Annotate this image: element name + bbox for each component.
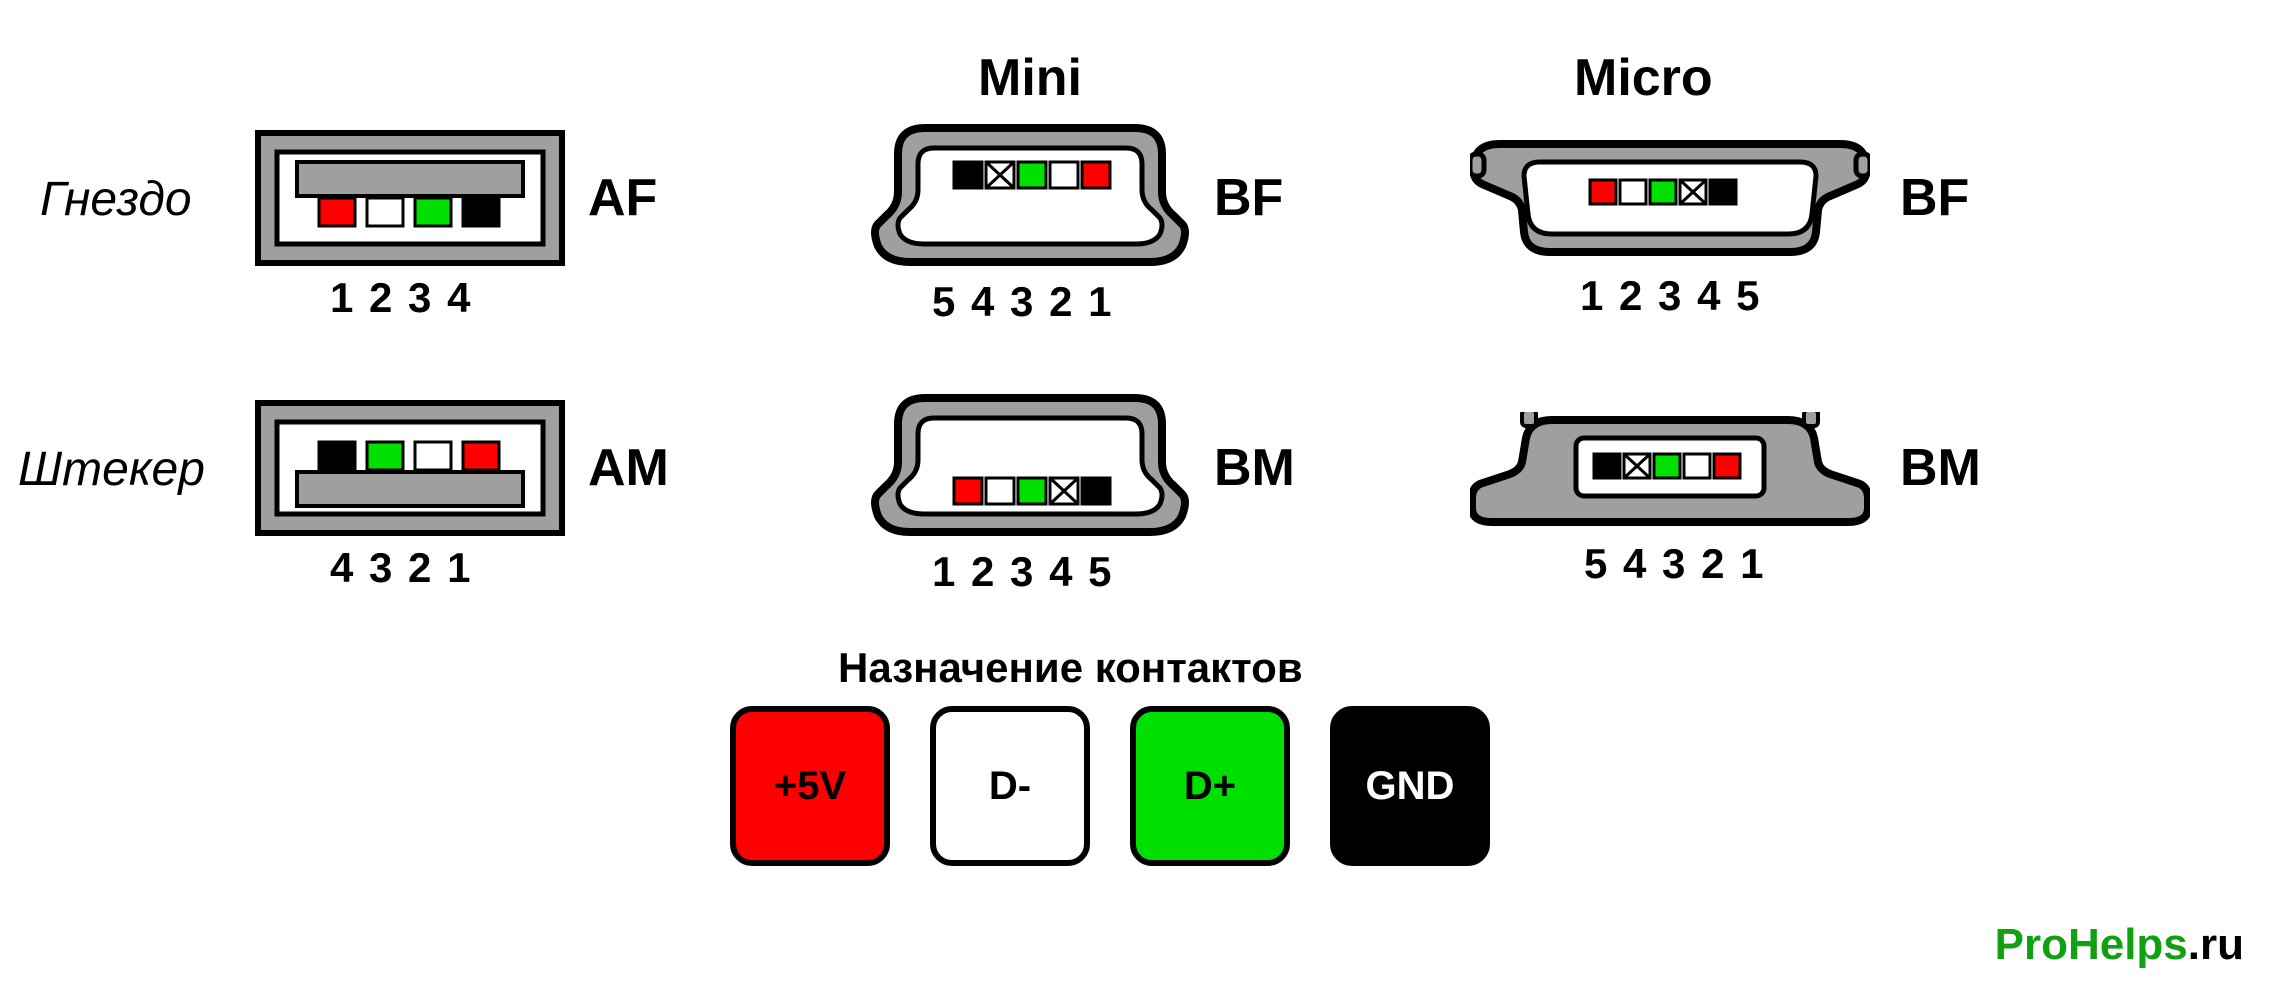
legend-box-5v: +5V [730,706,890,866]
connector-af [255,130,565,266]
code-mini-bf: BF [1214,168,1283,228]
connector-mini-bm-svg [870,390,1190,540]
pins-am: 4 3 2 1 [330,544,472,592]
legend-box-dminus: D- [930,706,1090,866]
connector-am [255,400,565,536]
watermark-tld: .ru [2188,920,2244,969]
row-label-socket: Гнездо [40,172,192,227]
watermark: ProHelps.ru [1995,920,2244,970]
pins-af: 1 2 3 4 [330,274,472,322]
pins-micro-bf: 1 2 3 4 5 [1580,272,1761,320]
connector-mini-bf [870,120,1190,270]
code-micro-bm: BM [1900,438,1981,498]
legend-box-dplus: D+ [1130,706,1290,866]
pins-micro-bm: 5 4 3 2 1 [1584,540,1765,588]
pins-mini-bm: 1 2 3 4 5 [932,548,1113,596]
col-title-micro: Micro [1574,48,1713,108]
connector-micro-bm [1470,412,1870,530]
connector-micro-bm-svg [1470,412,1870,530]
code-micro-bf: BF [1900,168,1969,228]
code-af: AF [588,168,657,228]
col-title-mini: Mini [978,48,1082,108]
connector-mini-bf-svg [870,120,1190,270]
connector-micro-bf [1470,136,1870,260]
row-label-plug: Штекер [18,442,205,497]
connector-micro-bf-svg [1470,136,1870,260]
legend-row: +5V D- D+ GND [730,706,1490,866]
code-am: AM [588,438,669,498]
code-mini-bm: BM [1214,438,1295,498]
pins-mini-bf: 5 4 3 2 1 [932,278,1113,326]
watermark-brand: ProHelps [1995,920,2188,969]
legend-box-gnd: GND [1330,706,1490,866]
connector-mini-bm [870,390,1190,540]
legend-title: Назначение контактов [838,644,1303,692]
connector-af-svg [255,130,565,266]
connector-am-svg [255,400,565,536]
